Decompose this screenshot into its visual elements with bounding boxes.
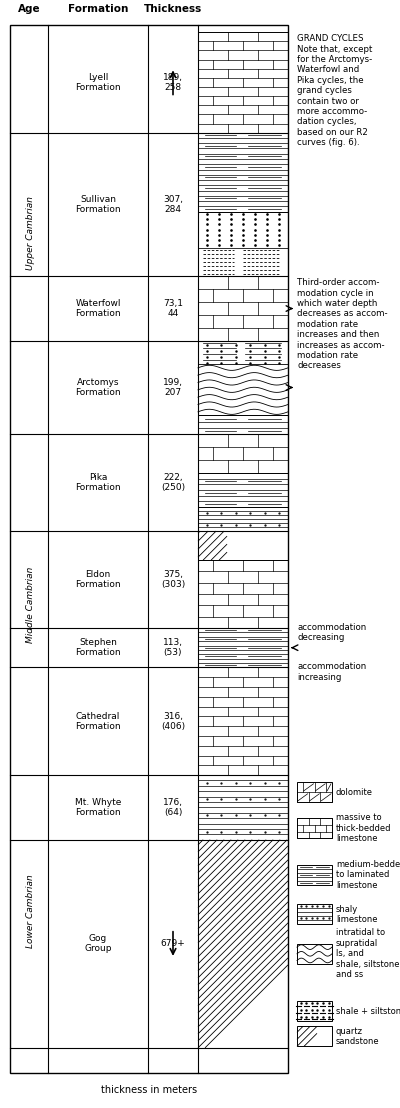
Text: shale + siltstone: shale + siltstone xyxy=(336,1007,400,1016)
Text: 679+: 679+ xyxy=(161,940,185,948)
Text: thickness in meters: thickness in meters xyxy=(101,1085,197,1095)
Bar xyxy=(198,628,288,667)
Text: 375,
(303): 375, (303) xyxy=(161,570,185,589)
Text: Arctomys
Formation: Arctomys Formation xyxy=(75,378,121,397)
Bar xyxy=(297,865,332,885)
Bar xyxy=(198,212,288,247)
Text: Upper Cambrian: Upper Cambrian xyxy=(26,196,36,270)
Bar xyxy=(297,818,332,838)
Text: accommodation
decreasing: accommodation decreasing xyxy=(297,623,366,643)
Text: 316,
(406): 316, (406) xyxy=(161,711,185,731)
Bar xyxy=(198,434,288,473)
Text: 176,
(64): 176, (64) xyxy=(163,798,183,817)
Text: 189,
258: 189, 258 xyxy=(163,73,183,92)
Bar xyxy=(198,776,288,840)
Bar xyxy=(297,782,332,802)
Text: Stephen
Formation: Stephen Formation xyxy=(75,638,121,657)
Text: Sullivan
Formation: Sullivan Formation xyxy=(75,195,121,214)
Text: intratidal to
supratidal
ls, and
shale, siltstone,
and ss: intratidal to supratidal ls, and shale, … xyxy=(336,929,400,979)
Text: 307,
284: 307, 284 xyxy=(163,195,183,214)
Text: 222,
(250): 222, (250) xyxy=(161,473,185,492)
Text: Formation: Formation xyxy=(68,4,128,14)
Bar xyxy=(198,667,288,776)
Text: medium-bedded
to laminated
limestone: medium-bedded to laminated limestone xyxy=(336,860,400,890)
Text: Gog
Group: Gog Group xyxy=(84,934,112,954)
Bar xyxy=(198,365,288,416)
Bar xyxy=(198,416,288,434)
Text: Age: Age xyxy=(18,4,40,14)
Bar xyxy=(297,1026,332,1046)
Bar xyxy=(198,531,288,561)
Bar xyxy=(198,341,288,365)
Bar xyxy=(198,133,288,212)
Text: Middle Cambrian: Middle Cambrian xyxy=(26,566,36,643)
Text: 113,
(53): 113, (53) xyxy=(163,638,183,657)
Text: GRAND CYCLES
Note that, except
for the Arctomys-
Waterfowl and
Pika cycles, the
: GRAND CYCLES Note that, except for the A… xyxy=(297,34,372,147)
Text: Pika
Formation: Pika Formation xyxy=(75,473,121,492)
Text: massive to
thick-bedded
limestone: massive to thick-bedded limestone xyxy=(336,813,392,843)
Text: dolomite: dolomite xyxy=(336,788,373,797)
Text: quartz
sandstone: quartz sandstone xyxy=(336,1027,380,1046)
Text: Third-order accom-
modation cycle in
which water depth
decreases as accom-
modat: Third-order accom- modation cycle in whi… xyxy=(297,278,388,370)
Bar xyxy=(198,276,288,341)
Text: Lower Cambrian: Lower Cambrian xyxy=(26,874,36,948)
Bar xyxy=(10,25,288,1073)
Bar xyxy=(297,904,332,924)
Text: Waterfowl
Formation: Waterfowl Formation xyxy=(75,299,121,318)
Text: 73,1
44: 73,1 44 xyxy=(163,299,183,318)
Bar xyxy=(297,944,332,964)
Text: shaly
limestone: shaly limestone xyxy=(336,904,378,924)
Text: accommodation
increasing: accommodation increasing xyxy=(297,663,366,681)
Bar xyxy=(198,473,288,506)
Text: Thickness: Thickness xyxy=(144,4,202,14)
Bar xyxy=(297,1002,332,1022)
Bar xyxy=(198,561,288,628)
Bar xyxy=(198,506,288,531)
Text: 199,
207: 199, 207 xyxy=(163,378,183,397)
Bar xyxy=(198,32,288,133)
Text: Lyell
Formation: Lyell Formation xyxy=(75,73,121,92)
Text: Eldon
Formation: Eldon Formation xyxy=(75,570,121,589)
Text: Cathedral
Formation: Cathedral Formation xyxy=(75,711,121,731)
Text: Mt. Whyte
Formation: Mt. Whyte Formation xyxy=(75,798,121,817)
Bar xyxy=(198,247,288,276)
Bar xyxy=(198,840,288,1048)
